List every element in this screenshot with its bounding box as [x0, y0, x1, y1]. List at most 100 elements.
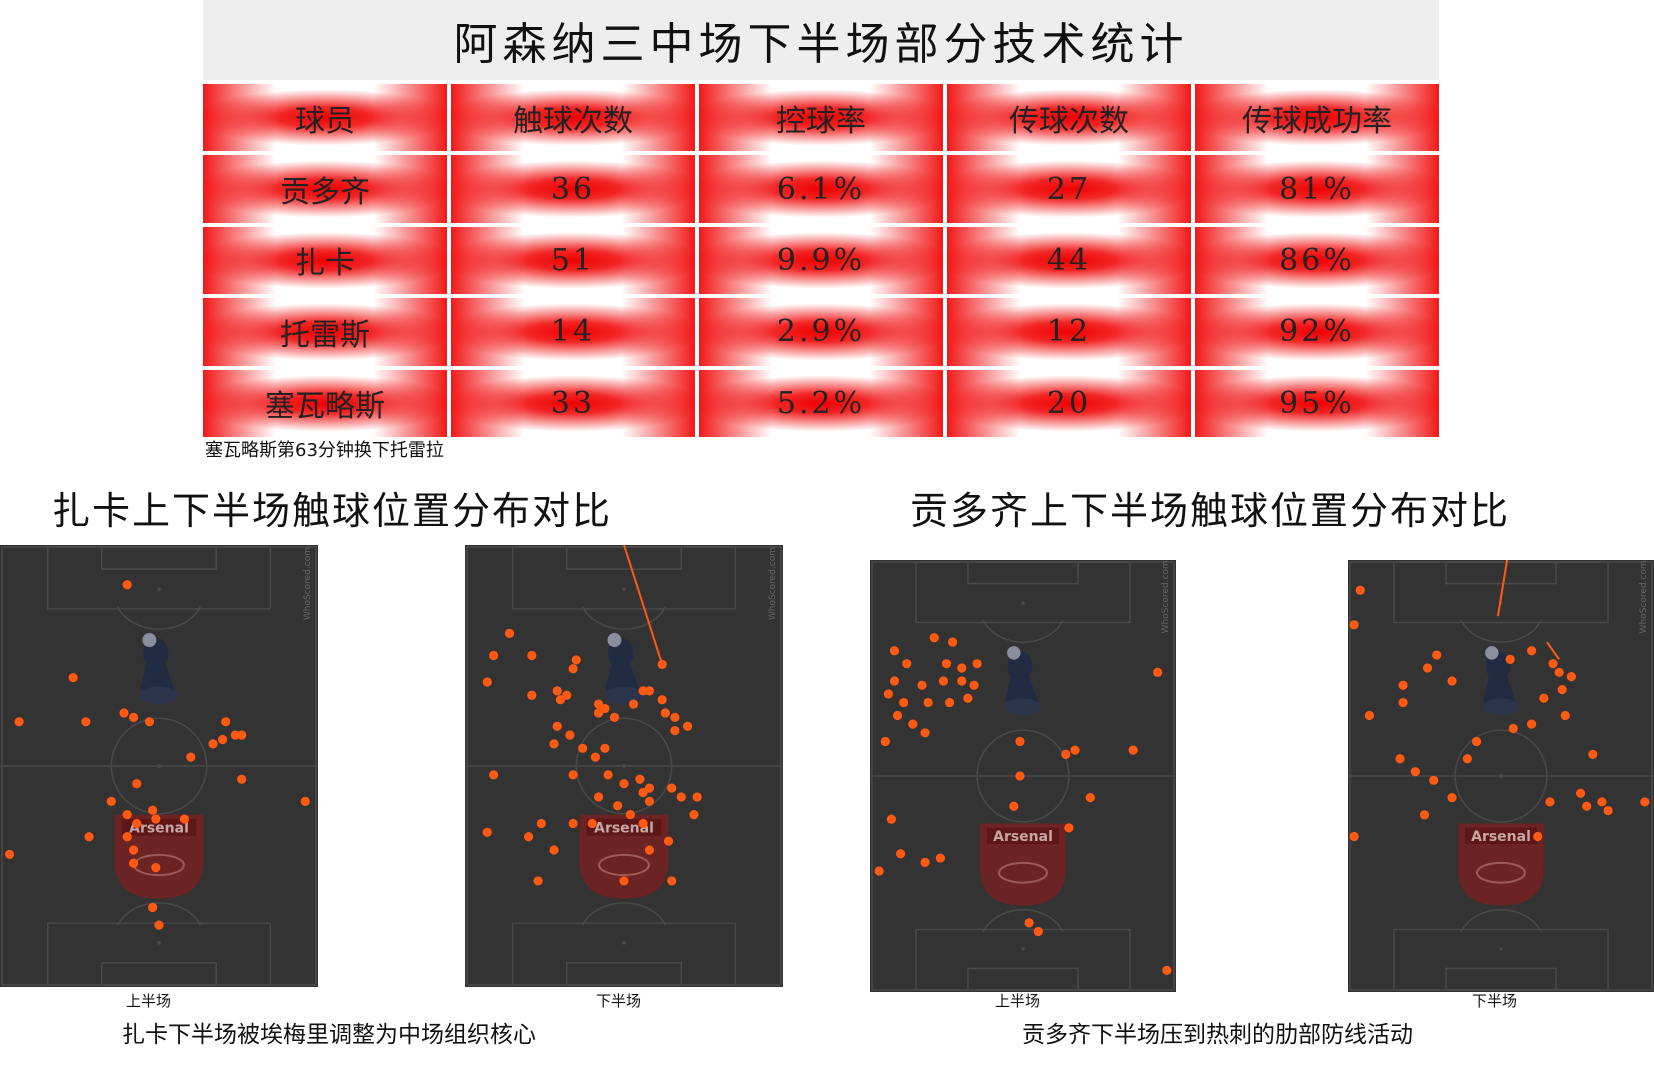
touch-dot: [638, 818, 648, 829]
touch-dot: [941, 659, 952, 669]
touch-dot: [1015, 771, 1025, 781]
touch-dot: [638, 787, 648, 798]
touch-dot: [1432, 650, 1442, 660]
table-cell-touches: 14: [451, 298, 695, 366]
touch-dot: [1085, 793, 1095, 803]
touch-dot: [638, 686, 648, 696]
touch-dot: [132, 818, 142, 829]
touch-dot: [889, 646, 900, 656]
touch-dot: [1015, 736, 1025, 747]
table-cell-possession: 9.9%: [699, 226, 943, 295]
table-header-player: 球员: [203, 84, 447, 152]
spurs-logo-icon: [1482, 646, 1520, 716]
pitch-svg: Arsenal WhoScored.com: [0, 546, 318, 986]
touch-dot: [972, 659, 982, 669]
arsenal-badge-icon: Arsenal: [114, 814, 204, 899]
touch-dot: [1533, 831, 1543, 842]
touch-dot: [667, 876, 677, 886]
table-header-pass-accuracy: 传球成功率: [1195, 84, 1439, 152]
touch-dot: [1070, 745, 1080, 755]
touch-dot: [237, 774, 247, 784]
touch-dot: [1398, 697, 1408, 708]
touch-dot: [1422, 663, 1433, 673]
bottom-penalty-box: [915, 928, 1131, 991]
touch-dot: [1588, 749, 1598, 759]
touch-dot: [628, 699, 639, 709]
touch-dot: [144, 717, 155, 727]
center-circle: [1454, 729, 1548, 823]
touch-dot: [908, 719, 918, 729]
touch-dot: [179, 814, 190, 824]
touch-dot: [644, 686, 655, 696]
pitch-svg: Arsenal WhoScored.com: [465, 545, 783, 986]
center-circle: [575, 717, 673, 815]
arsenal-badge-text: Arsenal: [1471, 829, 1531, 845]
table-cell-passes: 44: [947, 226, 1191, 295]
touch-dot: [1545, 797, 1555, 807]
touch-dot: [527, 690, 537, 700]
bottom-goal-box: [1445, 967, 1557, 991]
touch-dot: [1582, 801, 1592, 811]
touch-dot: [4, 849, 15, 859]
touch-dot: [1554, 667, 1564, 677]
table-cell-pass-accuracy: 92%: [1195, 298, 1439, 366]
touch-dot: [1597, 797, 1607, 807]
touch-dot: [600, 743, 610, 753]
bottom-penalty-spot: [622, 941, 626, 945]
touch-dot: [644, 845, 655, 855]
touch-dot: [657, 659, 667, 669]
touch-dot: [68, 673, 78, 683]
touch-dot: [938, 676, 949, 686]
touch-dot: [1410, 767, 1420, 777]
table-cell-pass-accuracy: 81%: [1195, 155, 1439, 223]
pitch-label-second-half: 下半场: [1472, 992, 1518, 1010]
whoscored-watermark: WhoScored.com: [303, 547, 313, 620]
pitch-svg: Arsenal WhoScored.com: [1348, 560, 1654, 991]
touch-dot: [670, 712, 680, 722]
spurs-logo-icon: [139, 633, 179, 705]
touch-dot: [128, 845, 139, 855]
touch-dot: [644, 796, 655, 806]
touch-dot: [1128, 745, 1138, 755]
touch-dot: [81, 717, 91, 727]
touch-dot: [106, 796, 116, 806]
touch-dot: [1560, 710, 1570, 721]
touch-dot: [692, 792, 702, 802]
caption-xhaka: 扎卡下半场被埃梅里调整为中场组织核心: [122, 1022, 536, 1048]
touch-dot: [1009, 801, 1019, 811]
touch-dot: [899, 697, 909, 708]
touch-dot: [571, 655, 581, 665]
spurs-logo-icon: [604, 633, 644, 705]
touch-dot: [151, 863, 161, 873]
touch-dot: [1557, 685, 1567, 695]
center-spot: [157, 764, 161, 768]
touch-dot: [657, 695, 667, 705]
touch-dot: [151, 814, 161, 824]
touch-dot: [593, 708, 604, 718]
touch-dot: [568, 818, 578, 829]
touch-dot: [619, 876, 629, 886]
arsenal-badge-icon: Arsenal: [980, 823, 1066, 906]
touch-dot: [533, 876, 543, 886]
touch-dot: [1398, 680, 1408, 690]
touch-dot: [929, 633, 939, 643]
touch-dot: [957, 663, 967, 673]
touch-map-xhaka-second-half: Arsenal WhoScored.com: [465, 545, 783, 987]
bottom-penalty-arc: [581, 902, 667, 926]
touch-dot: [1355, 585, 1365, 595]
touch-dot: [609, 712, 620, 722]
top-penalty-box: [46, 546, 272, 610]
whoscored-watermark: WhoScored.com: [1161, 560, 1171, 633]
touch-dot: [489, 650, 499, 661]
arsenal-badge-icon: Arsenal: [1458, 823, 1544, 906]
touch-dot: [670, 726, 680, 736]
touch-dot: [1153, 667, 1163, 677]
bottom-penalty-spot: [1021, 947, 1025, 951]
touch-dot: [1061, 749, 1071, 759]
top-goal-box: [967, 561, 1079, 585]
touch-dot: [555, 695, 565, 705]
touch-dot: [1471, 736, 1482, 747]
touch-dot: [923, 697, 933, 708]
top-penalty-arc: [116, 606, 202, 630]
touch-dot: [667, 783, 677, 793]
